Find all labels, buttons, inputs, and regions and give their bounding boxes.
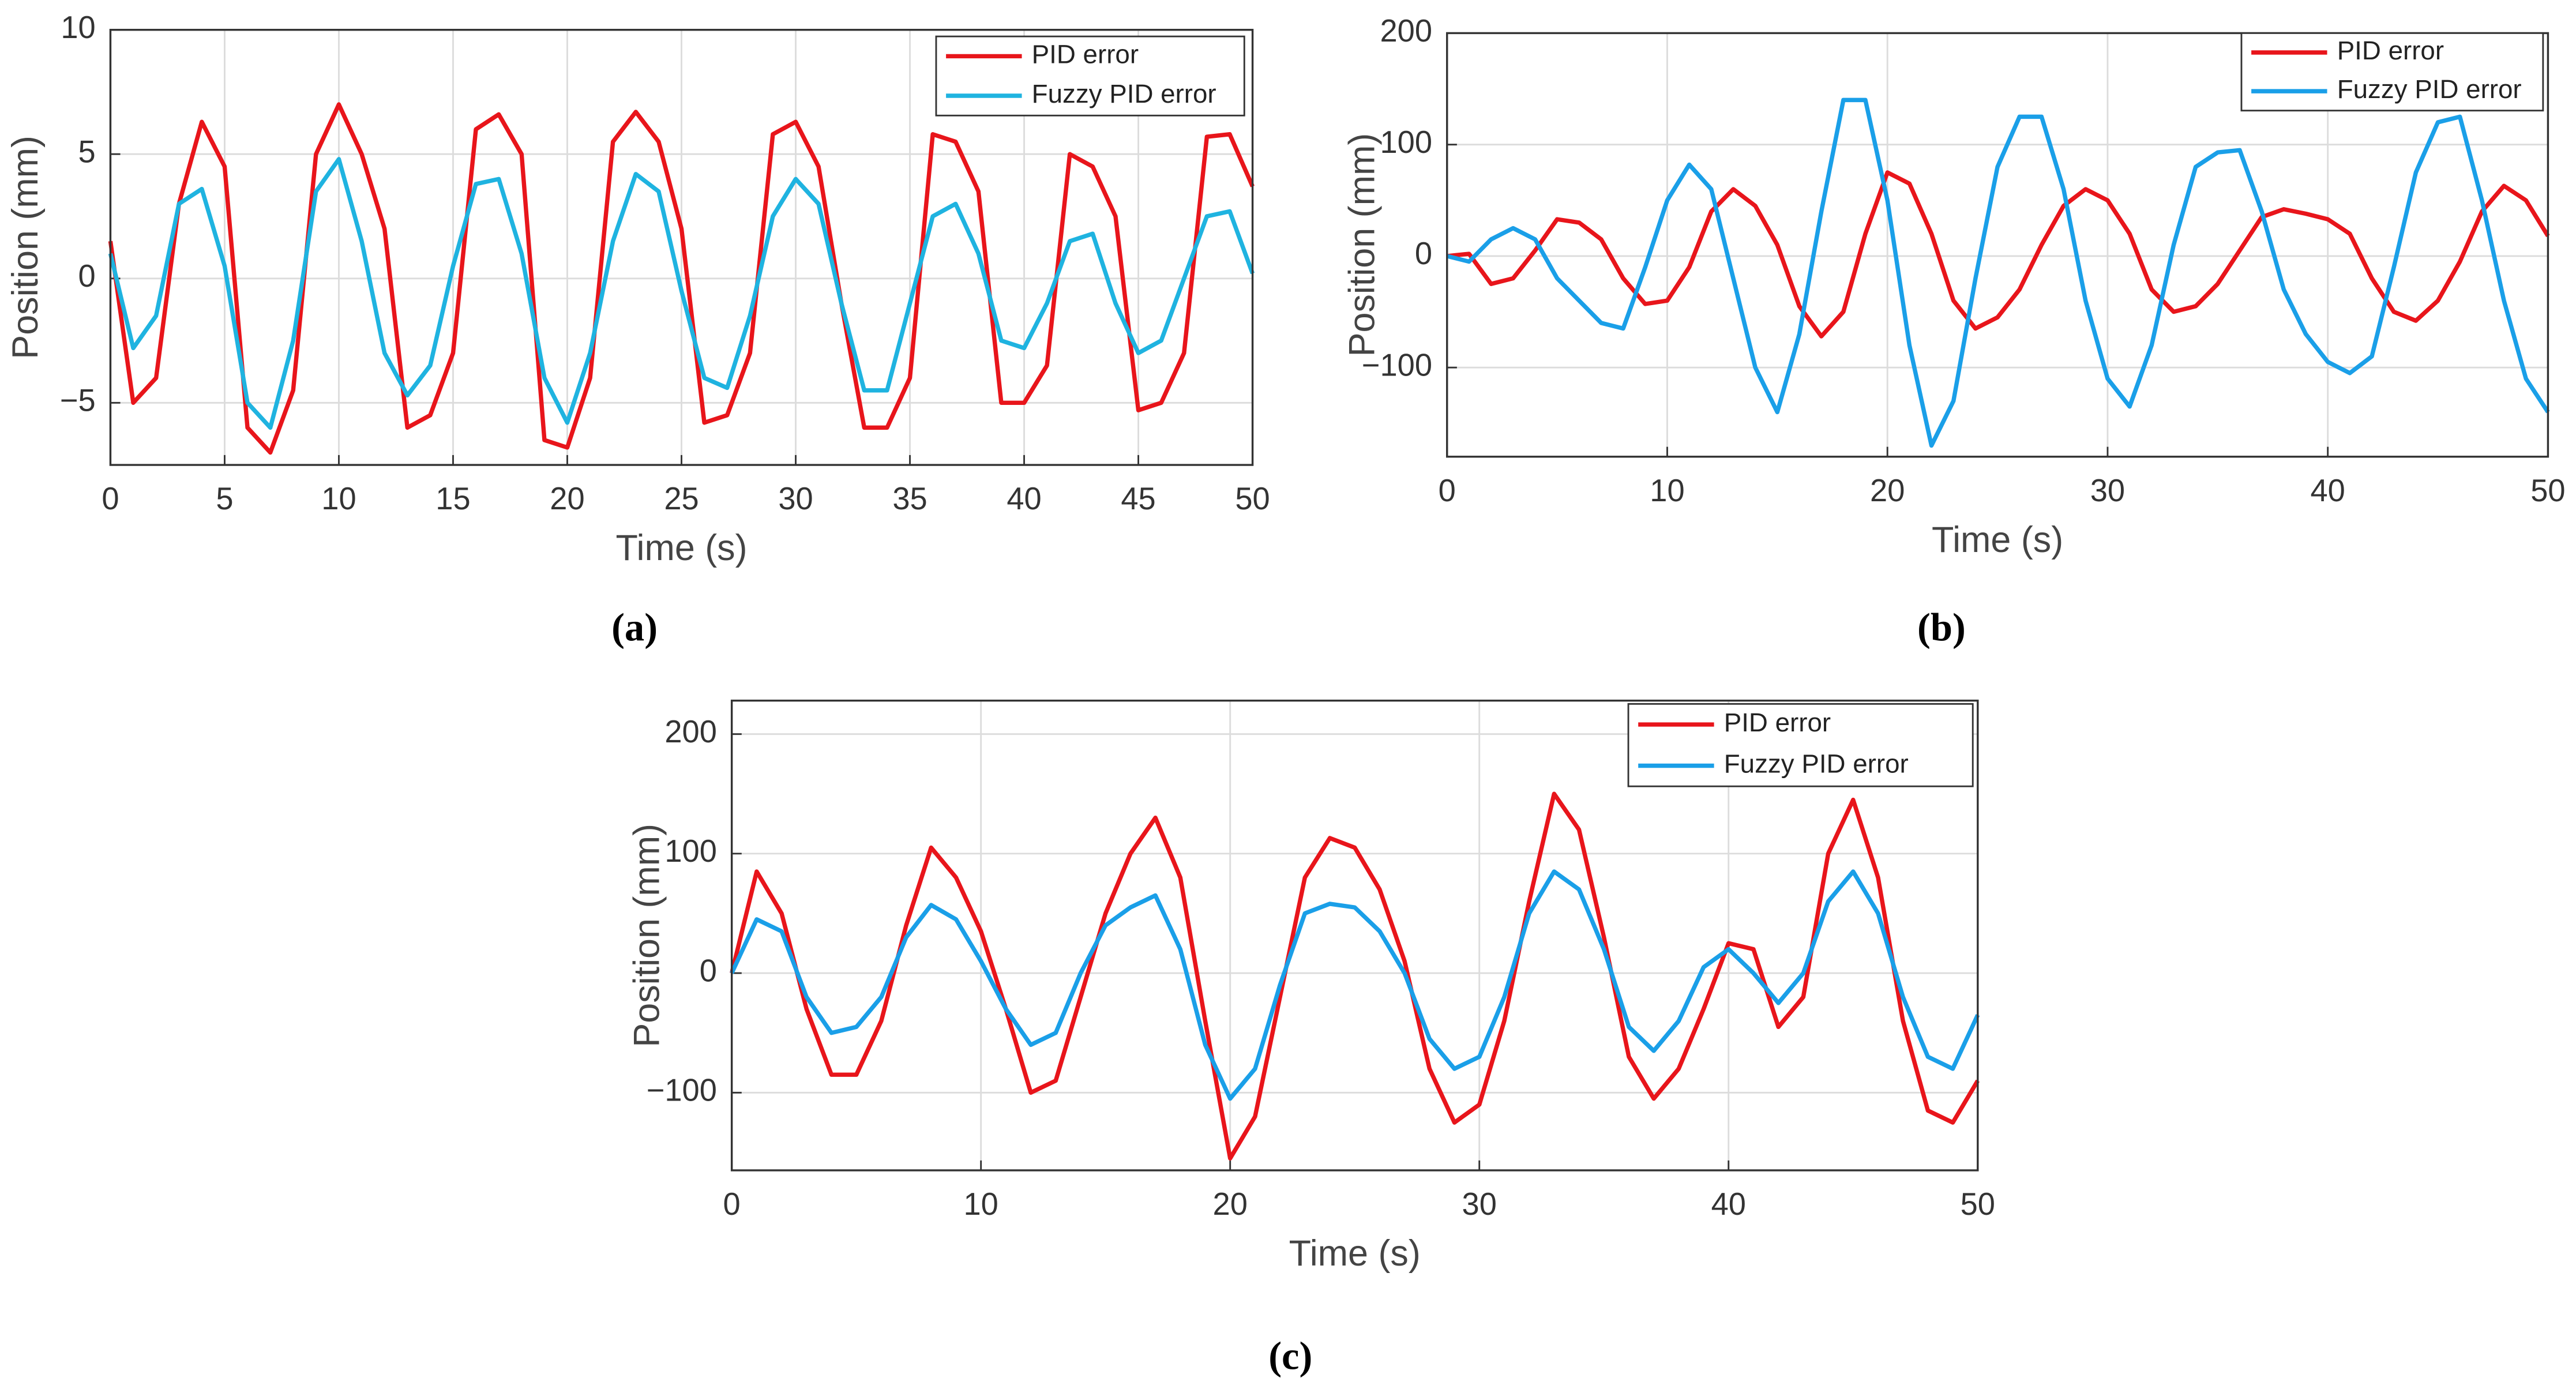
chart-panel: 0 10 20 30 40 50 −100 0 100 200 Time (s) Position (… <box>626 699 1995 1377</box>
legend-label: Fuzzy PID error <box>1032 79 1216 108</box>
legend: PID error Fuzzy PID error <box>935 35 1245 117</box>
y-tick-label: −100 <box>1362 348 1432 383</box>
x-tick-label: 45 <box>1121 481 1155 516</box>
legend-label: PID error <box>2337 36 2444 65</box>
legend-label: PID error <box>1032 40 1139 69</box>
data-line <box>730 791 1980 1161</box>
y-tick-label: −100 <box>647 1073 717 1108</box>
x-tick-label: 35 <box>892 481 927 516</box>
y-axis-label: Position (mm) <box>1342 133 1382 357</box>
legend-label: Fuzzy PID error <box>2337 74 2522 104</box>
y-tick-label: 0 <box>78 258 96 294</box>
x-tick-label: 10 <box>321 481 356 516</box>
data-line <box>730 869 1980 1101</box>
x-axis-label: Time (s) <box>1932 520 2063 560</box>
caption: (a) <box>611 605 658 649</box>
x-tick-label: 25 <box>664 481 699 516</box>
x-tick-label: 0 <box>723 1187 741 1222</box>
y-tick-label: 0 <box>1415 236 1432 271</box>
x-tick-label: 50 <box>2530 473 2565 508</box>
x-tick-label: 30 <box>1462 1187 1497 1222</box>
data-line <box>1447 170 2550 339</box>
y-tick-label: 0 <box>700 953 717 988</box>
x-tick-label: 40 <box>1711 1187 1746 1222</box>
legend: PID error Fuzzy PID error <box>2240 32 2544 112</box>
x-tick-label: 30 <box>778 481 813 516</box>
x-tick-label: 50 <box>1235 481 1270 516</box>
x-tick-label: 50 <box>1961 1187 1995 1222</box>
caption: (c) <box>1268 1334 1312 1377</box>
y-tick-label: 10 <box>61 10 95 45</box>
legend: PID error Fuzzy PID error <box>1627 703 1974 787</box>
y-tick-label: 5 <box>78 134 96 170</box>
plot-frame <box>730 699 1979 1172</box>
caption: (b) <box>1917 605 1966 649</box>
y-tick-label: −5 <box>60 383 96 418</box>
y-axis-label: Position (mm) <box>626 824 667 1047</box>
legend-label: Fuzzy PID error <box>1724 749 1909 779</box>
x-tick-label: 40 <box>2310 473 2345 508</box>
data-line <box>108 157 1255 430</box>
x-tick-label: 15 <box>435 481 470 516</box>
data-line <box>108 102 1255 455</box>
x-tick-label: 10 <box>1650 473 1684 508</box>
y-tick-label: 100 <box>664 833 717 869</box>
y-tick-label: 200 <box>664 714 717 749</box>
x-tick-label: 5 <box>216 481 233 516</box>
x-tick-label: 20 <box>550 481 584 516</box>
x-tick-label: 0 <box>1439 473 1456 508</box>
x-axis-label: Time (s) <box>1289 1233 1421 1274</box>
legend-box <box>1627 703 1974 787</box>
x-tick-label: 0 <box>102 481 119 516</box>
chart-panel: 0 5 10 15 20 25 30 35 40 45 50 −5 0 5 10 Time (s) Positi… <box>5 10 1270 649</box>
data-line <box>1446 97 2550 448</box>
y-tick-label: 200 <box>1380 13 1432 48</box>
plot-frame <box>1446 32 2549 458</box>
y-tick-label: 100 <box>1380 125 1432 160</box>
x-tick-label: 20 <box>1870 473 1905 508</box>
legend-label: PID error <box>1724 708 1831 737</box>
x-tick-label: 20 <box>1213 1187 1248 1222</box>
legend-box <box>2240 32 2544 112</box>
plot-frame <box>109 28 1254 466</box>
x-tick-label: 30 <box>2090 473 2125 508</box>
x-tick-label: 10 <box>963 1187 998 1222</box>
x-tick-label: 40 <box>1007 481 1041 516</box>
legend-box <box>935 35 1245 117</box>
x-axis-label: Time (s) <box>615 528 747 568</box>
chart-panel: 0 10 20 30 40 50 −100 0 100 200 Time (s) Position (… <box>1342 13 2565 649</box>
y-axis-label: Position (mm) <box>5 136 46 359</box>
